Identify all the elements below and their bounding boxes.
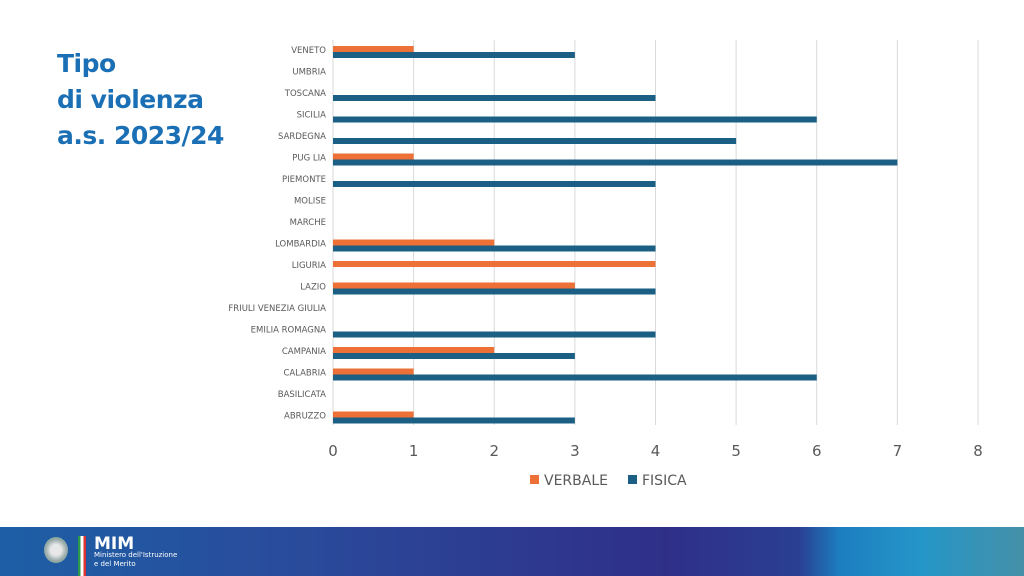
title-line: Tipo <box>57 49 116 78</box>
category-label: SICILIA <box>297 111 327 121</box>
legend-swatch-verbale <box>530 475 539 484</box>
category-label: EMILIA ROMAGNA <box>251 326 327 336</box>
bar-fisica <box>333 331 656 338</box>
footer-banner: MIM Ministero dell'Istruzione e del Meri… <box>0 527 1024 576</box>
bar-verbale <box>333 411 414 418</box>
bar-fisica <box>333 181 656 187</box>
category-label: PIEMONTE <box>282 175 326 185</box>
legend-label: VERBALE <box>544 473 608 489</box>
category-label: VENETO <box>291 46 326 56</box>
bar-fisica <box>333 353 575 359</box>
x-tick-label: 5 <box>731 442 741 460</box>
category-label: PUG LIA <box>292 154 326 164</box>
x-tick-label: 2 <box>489 442 499 460</box>
category-label: SARDEGNA <box>278 132 326 142</box>
bar-chart: 0 1 2 3 4 5 6 7 8 VENETO UMBRIA TOSCANA SICILIA SARDE… <box>228 40 983 489</box>
title-line: di violenza <box>57 85 204 114</box>
category-label: ABRUZZO <box>284 412 326 422</box>
x-tick-label: 0 <box>328 442 338 460</box>
legend-label: FISICA <box>642 473 687 489</box>
legend-swatch-fisica <box>628 475 637 484</box>
bar-verbale <box>333 153 414 160</box>
x-tick-label: 3 <box>570 442 580 460</box>
bar-fisica <box>333 159 898 166</box>
category-label: LAZIO <box>300 283 326 293</box>
mim-logo: MIM <box>94 534 135 554</box>
ministry-line: e del Merito <box>94 560 136 568</box>
bar-verbale <box>333 282 575 289</box>
category-label: UMBRIA <box>292 68 326 78</box>
x-tick-label: 6 <box>812 442 822 460</box>
title-line: a.s. 2023/24 <box>57 121 224 150</box>
x-tick-label: 8 <box>973 442 983 460</box>
bar-fisica <box>333 374 817 381</box>
slide-title: Tipo di violenza a.s. 2023/24 <box>57 46 224 154</box>
bar-fisica <box>333 288 656 295</box>
category-label: BASILICATA <box>278 390 326 400</box>
italian-flag-icon <box>78 536 86 576</box>
category-label: MOLISE <box>294 197 326 207</box>
ministry-name: Ministero dell'Istruzione e del Merito <box>94 551 177 569</box>
bar-fisica <box>333 245 656 252</box>
bar-fisica <box>333 138 737 144</box>
bar-fisica <box>333 52 575 58</box>
category-label: LIGURIA <box>292 261 326 271</box>
x-tick-label: 1 <box>409 442 419 460</box>
bar-verbale <box>333 368 414 375</box>
category-label: MARCHE <box>290 218 326 228</box>
ministry-line: Ministero dell'Istruzione <box>94 551 178 559</box>
category-label: LOMBARDIA <box>275 240 326 250</box>
bar-verbale <box>333 347 495 353</box>
italian-republic-emblem-icon <box>44 537 68 563</box>
bar-fisica <box>333 417 575 424</box>
bar-verbale <box>333 46 414 52</box>
x-tick-label: 4 <box>651 442 661 460</box>
x-tick-label: 7 <box>893 442 903 460</box>
bar-fisica <box>333 116 817 123</box>
category-label: FRIULI VENEZIA GIULIA <box>228 304 326 314</box>
category-label: TOSCANA <box>284 89 326 99</box>
bar-verbale <box>333 261 656 267</box>
category-label: CAMPANIA <box>282 347 326 357</box>
category-label: CALABRIA <box>283 369 326 379</box>
bar-fisica <box>333 95 656 101</box>
bar-verbale <box>333 239 495 246</box>
